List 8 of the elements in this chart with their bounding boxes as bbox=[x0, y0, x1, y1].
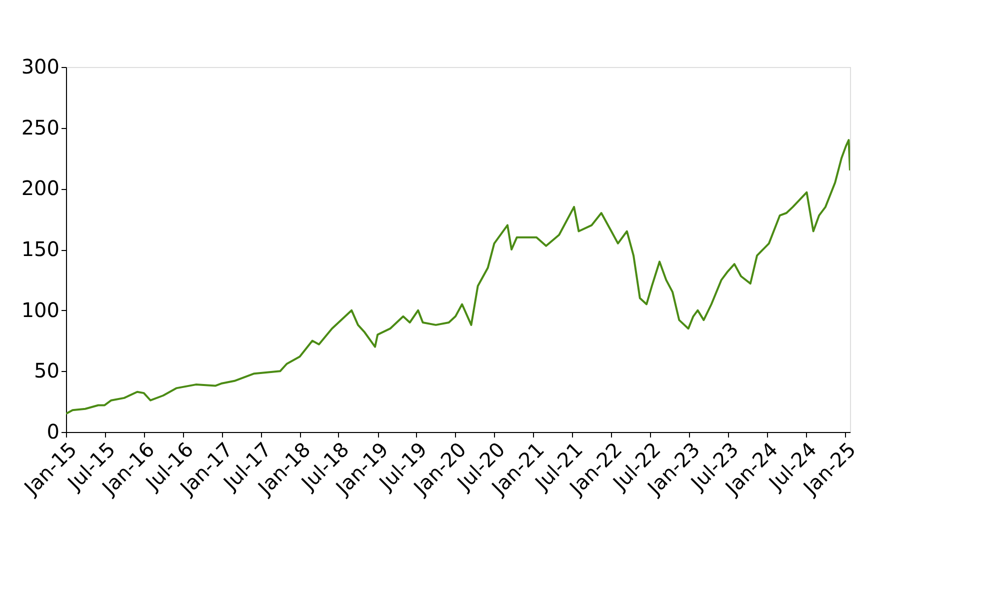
y-tick-label: 150 bbox=[21, 237, 60, 261]
y-tick-label: 300 bbox=[21, 54, 60, 78]
y-tick-label: 250 bbox=[21, 115, 60, 140]
y-tick-label: 0 bbox=[46, 420, 60, 444]
y-tick-label: 100 bbox=[21, 298, 60, 322]
y-tick-label: 50 bbox=[34, 358, 60, 383]
line-series bbox=[66, 139, 850, 415]
y-tick-label: 200 bbox=[21, 176, 60, 200]
